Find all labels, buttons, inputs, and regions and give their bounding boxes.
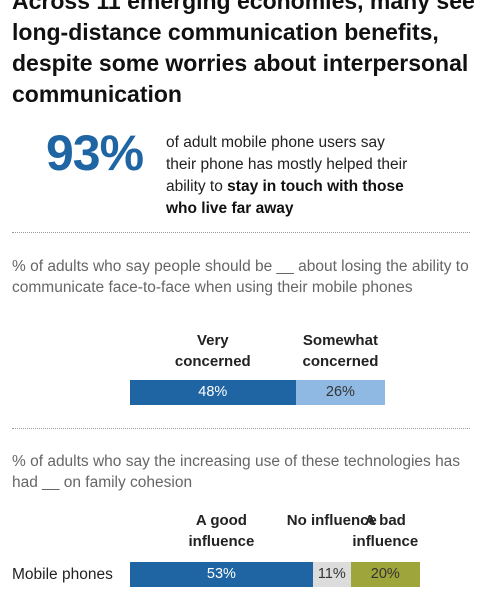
value-label: 48% <box>198 384 228 400</box>
value-label: 26% <box>325 384 355 400</box>
subtitle: % of adults who say people should be __ … <box>12 258 469 296</box>
value-label: 20% <box>370 566 400 582</box>
highlight-bold: stay in touch with those who live far aw… <box>166 178 404 217</box>
highlight-plain: of adult mobile phone users say their ph… <box>166 134 408 195</box>
highlight-text: of adult mobile phone users say their ph… <box>166 132 416 220</box>
subtitle: % of adults who say the increasing use o… <box>12 453 461 491</box>
divider <box>12 428 470 429</box>
legend-label: A good influence <box>188 512 255 550</box>
bar-segment <box>350 562 420 587</box>
legend-label: Somewhat concerned <box>302 332 379 370</box>
highlight-value: 93% <box>46 125 144 181</box>
bar-segment <box>130 562 313 587</box>
value-label: 53% <box>206 566 236 582</box>
category-label: Mobile phones <box>12 566 113 583</box>
bar-segment <box>130 380 296 405</box>
bar-segment <box>312 562 351 587</box>
divider <box>12 232 470 233</box>
bar-segment <box>295 380 386 405</box>
legend-label: A bad influence <box>352 512 419 550</box>
title: Across 11 emerging economies, many see l… <box>12 0 475 107</box>
legend-label: Very concerned <box>174 332 251 370</box>
legend-label: No influence <box>286 512 377 529</box>
value-label: 11% <box>317 566 346 582</box>
